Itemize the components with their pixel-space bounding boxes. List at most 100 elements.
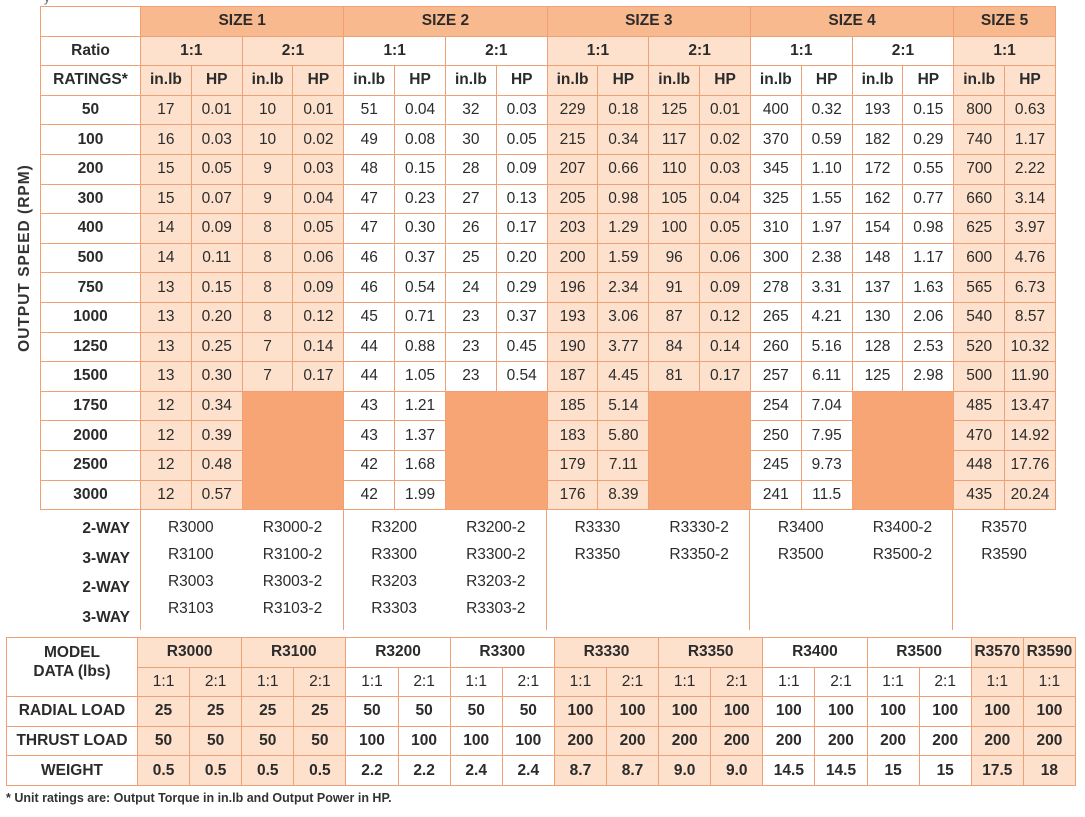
model-divider [952, 510, 953, 630]
rating-cell: 9.73 [801, 450, 853, 481]
size-header: SIZE 3 [547, 7, 751, 37]
rpm-label: 3000 [41, 480, 141, 511]
rating-cell: 193 [852, 95, 904, 126]
model-ratio: 1:1 [867, 667, 920, 698]
data-row-label: RADIAL LOAD [7, 697, 138, 727]
model-ratio: 2:1 [398, 667, 451, 698]
rating-cell: 24 [445, 273, 497, 303]
data-cell: 25 [190, 697, 243, 727]
rating-cell: 1.37 [395, 421, 446, 451]
rpm-label: 2000 [41, 421, 141, 451]
rating-cell: 11.90 [1005, 362, 1056, 392]
model-name: R3570 [971, 638, 1024, 668]
unit-header: HP [293, 66, 345, 96]
unit-header: in.lb [649, 66, 701, 96]
data-cell: 2.4 [502, 756, 555, 786]
rating-cell: 117 [649, 125, 701, 155]
rating-cell: 6.11 [801, 362, 853, 392]
ratings-table: SIZE 1 SIZE 2 SIZE 3 SIZE 4 SIZE 5 Ratio 1:1 2:… [40, 6, 1056, 511]
rating-cell: 172 [852, 154, 904, 185]
model-name: R3400 [763, 638, 868, 668]
rating-cell: 485 [954, 391, 1006, 422]
rating-cell: 1.05 [395, 362, 446, 392]
data-cell: 15 [919, 756, 972, 786]
model-number: R3103-2 [262, 600, 323, 617]
rating-cell: 0.66 [598, 154, 650, 185]
rating-cell: 2.38 [801, 243, 853, 274]
model-divider [140, 510, 141, 630]
rating-cell: 176 [547, 480, 599, 511]
data-cell: 200 [919, 726, 972, 757]
data-cell: 50 [502, 697, 555, 727]
rating-cell: 0.09 [293, 273, 345, 303]
unit-header: in.lb [547, 66, 599, 96]
model-column: R3570 R3590 [953, 510, 1055, 632]
rating-cell: 0.15 [191, 273, 243, 303]
rating-cell: 0.34 [191, 391, 243, 422]
footnote: * Unit ratings are: Output Torque in in.… [6, 791, 392, 805]
rpm-label: 1500 [41, 362, 141, 392]
rating-cell: 4.21 [801, 302, 853, 333]
model-ratio: 1:1 [138, 667, 191, 698]
model-number: R3003-2 [262, 573, 323, 590]
model-number: R3203-2 [466, 573, 526, 590]
data-cell: 100 [867, 697, 920, 727]
rating-cell: 6.73 [1005, 273, 1056, 303]
data-cell: 0.5 [138, 756, 191, 786]
rating-cell: 0.11 [191, 243, 243, 274]
rating-cell: 43 [344, 391, 396, 422]
rating-cell: 0.14 [700, 332, 751, 363]
model-number: R3330-2 [669, 519, 729, 536]
rating-cell: 13 [141, 362, 192, 392]
rating-cell: 0.05 [496, 125, 548, 155]
rating-cell: 800 [954, 95, 1006, 126]
rating-cell: 8.39 [598, 480, 650, 511]
rating-cell: 0.45 [496, 332, 548, 363]
rating-cell: 0.98 [903, 214, 955, 244]
ratio-header: 2:1 [445, 36, 548, 67]
model-number: R3303 [371, 600, 417, 617]
ratio-header: 1:1 [141, 36, 243, 67]
model-name: R3590 [1023, 638, 1076, 668]
rating-cell: 0.48 [191, 450, 243, 481]
rating-cell: 20.24 [1005, 480, 1056, 511]
model-name: R3300 [450, 638, 555, 668]
size-header: SIZE 4 [750, 7, 955, 37]
rating-cell: 540 [954, 302, 1006, 333]
rating-cell: 1.99 [395, 480, 446, 511]
model-column: R3000-2 R3100-2 R3003-2 R3103-2 [242, 510, 344, 632]
rpm-label: 50 [41, 95, 141, 126]
model-number: R3350-2 [669, 546, 729, 563]
unit-header: HP [496, 66, 548, 96]
rating-cell: 2.98 [903, 362, 955, 392]
rating-cell: 0.17 [496, 214, 548, 244]
data-row-label: THRUST LOAD [7, 726, 138, 757]
model-ratio: 1:1 [971, 667, 1024, 698]
rating-cell: 0.15 [903, 95, 955, 126]
rating-cell: 190 [547, 332, 599, 363]
rating-cell: 100 [649, 214, 701, 244]
data-cell: 200 [867, 726, 920, 757]
data-cell: 200 [659, 726, 712, 757]
rating-cell: 148 [852, 243, 904, 274]
rpm-label: 500 [41, 243, 141, 274]
rating-cell: 137 [852, 273, 904, 303]
rating-cell: 0.07 [191, 184, 243, 215]
rating-cell: 448 [954, 450, 1006, 481]
data-cell: 200 [554, 726, 607, 757]
rating-cell: 81 [649, 362, 701, 392]
rating-cell: 0.01 [700, 95, 751, 126]
rating-cell: 1.21 [395, 391, 446, 422]
rating-cell: 14.92 [1005, 421, 1056, 451]
data-cell: 8.7 [606, 756, 660, 786]
rating-cell: 96 [649, 243, 701, 274]
rating-cell: 0.34 [598, 125, 650, 155]
rating-cell: 42 [344, 480, 396, 511]
data-row-label: WEIGHT [7, 756, 138, 786]
rating-cell: 105 [649, 184, 701, 215]
model-divider [343, 510, 344, 630]
model-number: R3100 [167, 546, 214, 563]
model-number: R3400 [777, 519, 824, 536]
data-cell: 17.5 [971, 756, 1024, 786]
ratio-header: 1:1 [344, 36, 446, 67]
